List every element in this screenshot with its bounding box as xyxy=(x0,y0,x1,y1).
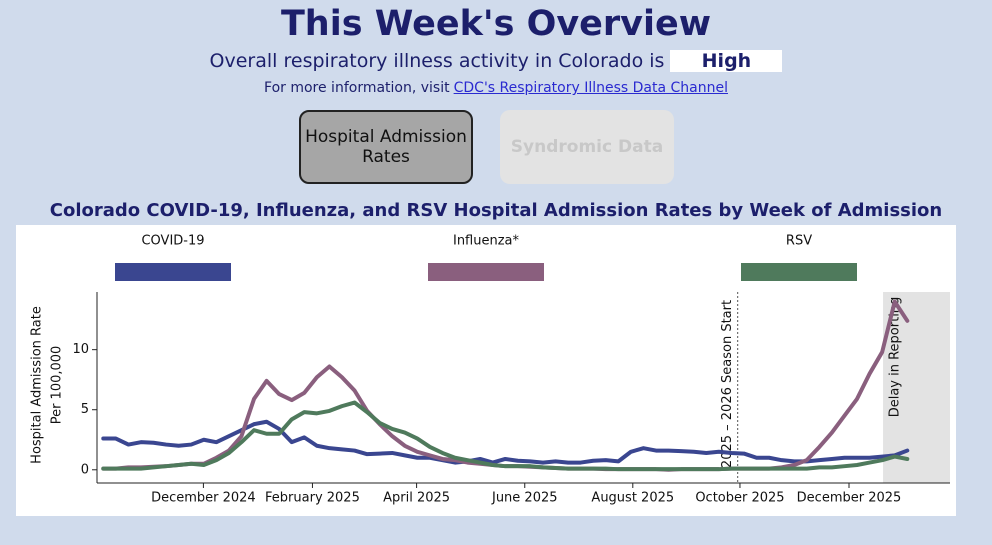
chart-title: Colorado COVID-19, Influenza, and RSV Ho… xyxy=(49,200,943,221)
x-tick-label: August 2025 xyxy=(591,491,674,506)
legend-label: RSV xyxy=(786,234,812,249)
legend-label: COVID-19 xyxy=(141,234,204,249)
series-line xyxy=(101,299,910,472)
series-line xyxy=(101,400,910,472)
legend-swatch xyxy=(115,263,231,281)
x-tick-label: February 2025 xyxy=(265,491,360,506)
y-axis-label: Hospital Admission Rate xyxy=(30,306,45,464)
legend-label: Influenza* xyxy=(453,234,520,249)
delay-label: Delay in Reporting xyxy=(888,297,903,418)
page-title: This Week's Overview xyxy=(280,4,712,44)
activity-line: Overall respiratory illness activity in … xyxy=(0,50,992,72)
cdc-link[interactable]: CDC's Respiratory Illness Data Channel xyxy=(453,80,728,96)
y-tick-label: 0 xyxy=(81,462,89,477)
series-line xyxy=(101,419,910,465)
x-tick-label: June 2025 xyxy=(491,491,558,506)
chart: 2025 – 2026 Season Start Delay in Reporti… xyxy=(16,225,956,516)
y-axis-label: Per 100,000 xyxy=(50,346,65,425)
y-tick-label: 5 xyxy=(81,402,89,417)
y-tick-label: 10 xyxy=(72,342,89,357)
tab-syndromic: Syndromic Data xyxy=(500,110,674,184)
tab-hospital[interactable]: Hospital Admission Rates xyxy=(299,110,473,184)
x-tick-label: April 2025 xyxy=(383,491,450,506)
info-text: For more information, visit xyxy=(264,80,450,96)
info-line: For more information, visit CDC's Respira… xyxy=(0,80,992,96)
x-tick-label: December 2024 xyxy=(151,491,256,506)
season-start-label: 2025 – 2026 Season Start xyxy=(720,300,735,468)
x-tick-label: October 2025 xyxy=(695,491,784,506)
legend-swatch xyxy=(741,263,857,281)
x-tick-label: December 2025 xyxy=(797,491,902,506)
legend-swatch xyxy=(428,263,544,281)
activity-text: Overall respiratory illness activity in … xyxy=(209,50,665,72)
activity-level: High xyxy=(670,50,783,72)
reporting-delay-region xyxy=(883,292,950,483)
